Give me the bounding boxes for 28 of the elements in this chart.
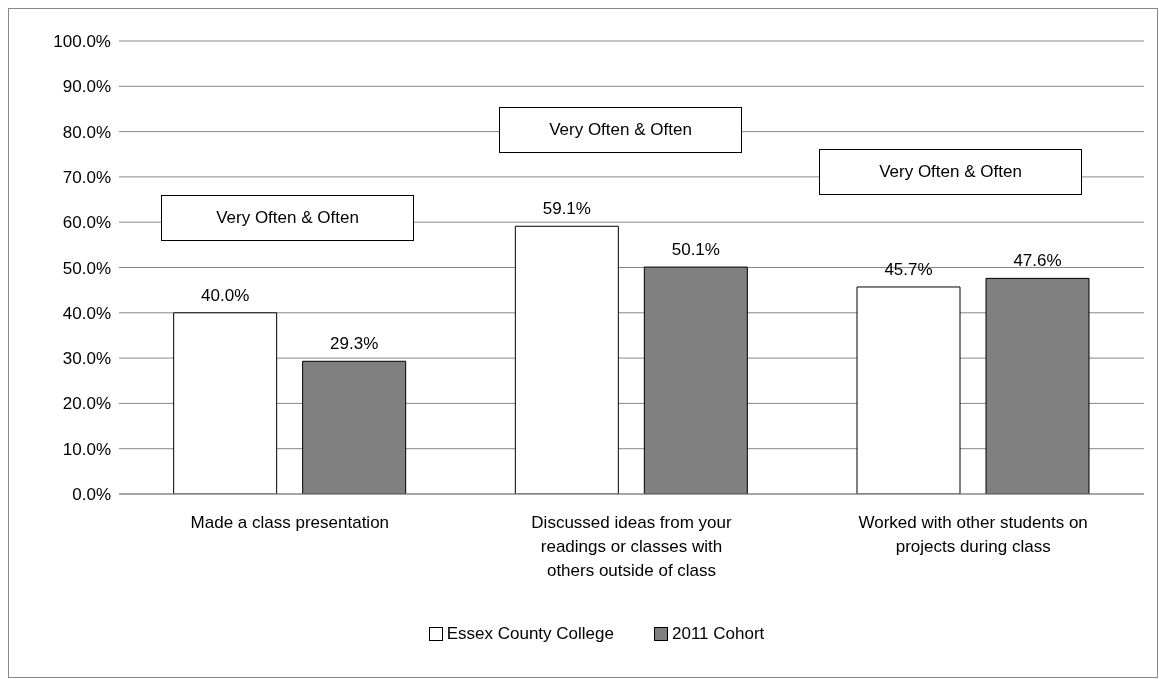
legend-label: Essex County College: [445, 624, 614, 644]
y-tick-label: 60.0%: [62, 213, 111, 233]
bar: [514, 225, 619, 494]
text: 47.6%: [1013, 251, 1062, 271]
x-tick-label: Made a class presentation: [190, 513, 390, 532]
text: 29.3%: [330, 334, 379, 354]
text: 50.1%: [671, 240, 720, 260]
y-tick-label: 0.0%: [72, 485, 111, 505]
bar: [856, 286, 961, 494]
x-tick-label: Worked with other students on projects during class: [858, 513, 1088, 556]
note-box: Very Often & Often: [819, 149, 1082, 195]
bar: [173, 312, 278, 494]
x-tick-label: Discussed ideas from your readings or classes with others outside of class: [531, 513, 732, 580]
y-tick-label: 20.0%: [62, 394, 111, 414]
y-tick-label: 80.0%: [62, 122, 111, 142]
y-tick-label: 100.0%: [53, 32, 111, 52]
text: 40.0%: [201, 285, 250, 305]
note-box: Very Often & Often: [499, 107, 742, 153]
y-tick-label: 40.0%: [62, 303, 111, 323]
text: 45.7%: [884, 259, 933, 279]
y-tick-label: 70.0%: [62, 167, 111, 187]
note-box: Very Often & Often: [161, 195, 414, 241]
y-tick-label: 10.0%: [62, 439, 111, 459]
y-tick-label: 90.0%: [62, 77, 111, 97]
text: 59.1%: [542, 199, 591, 219]
y-tick-label: 30.0%: [62, 349, 111, 369]
y-tick-label: 50.0%: [62, 258, 111, 278]
legend-label: 2011 Cohort: [670, 624, 765, 644]
